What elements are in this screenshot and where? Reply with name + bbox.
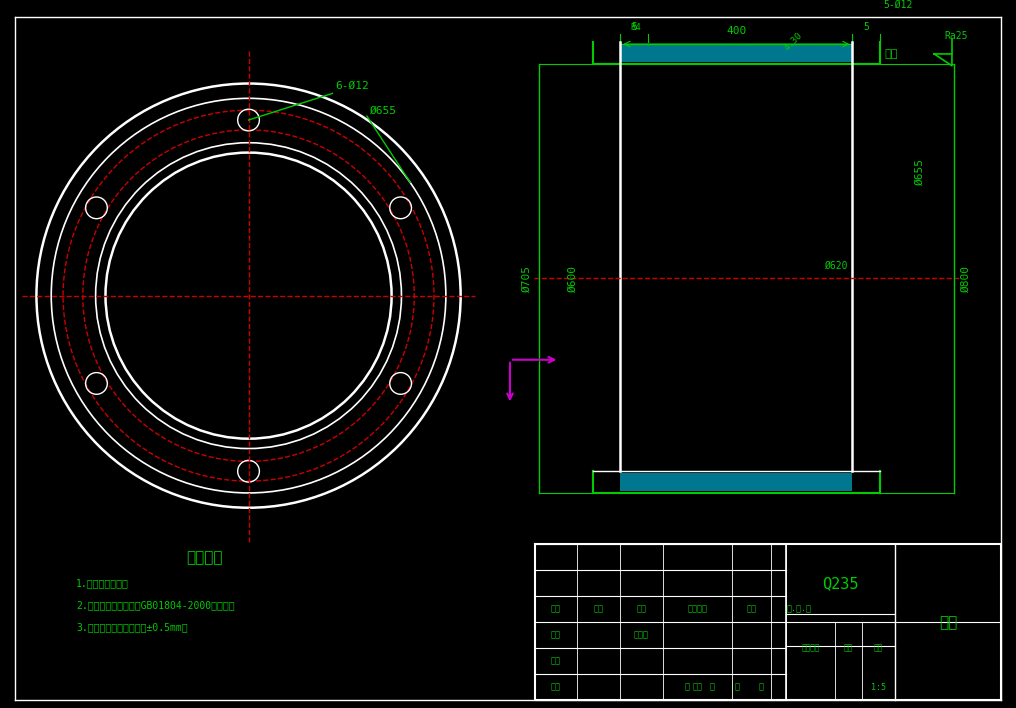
Text: 1.去除毛刺飞边。: 1.去除毛刺飞边。 <box>76 578 129 588</box>
Text: 风筒: 风筒 <box>939 615 957 629</box>
Text: R4: R4 <box>630 23 641 33</box>
Text: Ø600: Ø600 <box>568 265 578 292</box>
Text: Ø655: Ø655 <box>370 106 397 116</box>
Text: 比例: 比例 <box>874 644 883 653</box>
Text: 1:5: 1:5 <box>871 683 886 692</box>
Text: 标记: 标记 <box>551 605 561 614</box>
Text: 张: 张 <box>710 683 714 692</box>
Text: Q235: Q235 <box>822 576 859 590</box>
Text: 阶段标记: 阶段标记 <box>802 644 820 653</box>
Text: 技术要求: 技术要求 <box>186 550 223 565</box>
Text: 签名: 签名 <box>747 605 757 614</box>
Bar <box>621 473 852 491</box>
Text: 5: 5 <box>631 22 637 33</box>
Text: 5: 5 <box>864 22 869 33</box>
Text: 2.未注明尺寸公差符合GB01804-2000的要求。: 2.未注明尺寸公差符合GB01804-2000的要求。 <box>76 600 235 610</box>
Text: 标准化: 标准化 <box>634 631 648 639</box>
Text: 年.月.日: 年.月.日 <box>786 605 812 614</box>
Text: 400: 400 <box>726 26 747 36</box>
Text: Ø620: Ø620 <box>824 261 847 270</box>
Text: 3.未注长度尺寸公差误差±0.5mm。: 3.未注长度尺寸公差误差±0.5mm。 <box>76 622 188 632</box>
Text: 审核: 审核 <box>551 656 561 666</box>
Text: 张: 张 <box>759 683 764 692</box>
Text: Ø705: Ø705 <box>522 265 531 292</box>
Text: 数量: 数量 <box>593 605 604 614</box>
Text: 分区: 分区 <box>636 605 646 614</box>
Text: 共: 共 <box>685 683 690 692</box>
Text: 更改文号: 更改文号 <box>688 605 707 614</box>
Text: 全剥: 全剥 <box>885 49 898 59</box>
Text: 设计: 设计 <box>551 631 561 639</box>
Text: 6-Ø12: 6-Ø12 <box>335 81 369 91</box>
Text: 第: 第 <box>735 683 740 692</box>
Text: 5-Ø12: 5-Ø12 <box>883 0 912 10</box>
Text: 4.30: 4.30 <box>782 30 804 52</box>
Text: 重量: 重量 <box>844 644 853 653</box>
Text: Ø655: Ø655 <box>914 158 925 185</box>
Text: 批准: 批准 <box>693 683 702 692</box>
Text: Ra25: Ra25 <box>944 31 967 41</box>
Text: Ø800: Ø800 <box>961 265 970 292</box>
Text: 工艺: 工艺 <box>551 683 561 692</box>
Bar <box>621 44 852 62</box>
